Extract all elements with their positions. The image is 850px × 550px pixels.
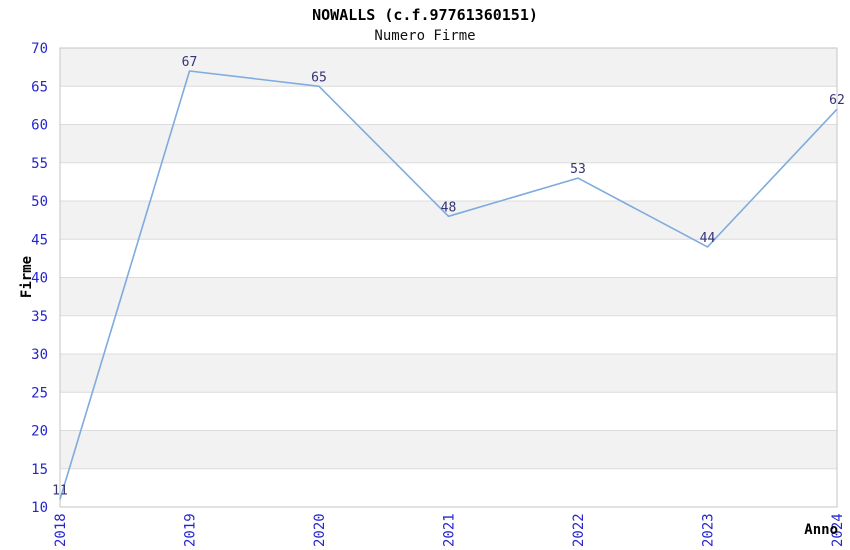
plot-border bbox=[59, 47, 838, 508]
plot-band bbox=[60, 430, 837, 469]
y-axis-title: Firme bbox=[19, 255, 35, 299]
chart-subtitle: Numero Firme bbox=[374, 28, 476, 44]
x-tick-label: 2022 bbox=[571, 513, 587, 547]
line-series-group bbox=[59, 70, 838, 500]
y-tick-label: 35 bbox=[31, 309, 48, 325]
plot-border-group bbox=[59, 47, 838, 508]
plot-band bbox=[60, 201, 837, 240]
x-tick-label: 2020 bbox=[312, 513, 328, 547]
x-tick-label: 2019 bbox=[183, 513, 199, 547]
x-tick-label: 2023 bbox=[701, 513, 717, 547]
plot-band bbox=[60, 162, 837, 201]
point-label: 62 bbox=[829, 93, 845, 108]
point-label: 67 bbox=[182, 55, 198, 70]
point-label: 65 bbox=[311, 70, 327, 85]
y-tick-label: 40 bbox=[31, 271, 48, 287]
x-axis-title: Anno bbox=[804, 522, 838, 538]
plot-band bbox=[60, 124, 837, 163]
x-tick-label: 2018 bbox=[53, 513, 69, 547]
band-group bbox=[60, 48, 837, 507]
plot-band bbox=[60, 315, 837, 354]
y-tick-label: 25 bbox=[31, 385, 48, 401]
plot-band bbox=[60, 468, 837, 507]
x-tick-label: 2021 bbox=[442, 513, 458, 547]
plot-band bbox=[60, 277, 837, 316]
y-tick-label: 60 bbox=[31, 118, 48, 134]
plot-band bbox=[60, 392, 837, 431]
y-tick-label: 30 bbox=[31, 347, 48, 363]
plot-band bbox=[60, 48, 837, 87]
line-series bbox=[59, 70, 838, 500]
y-tick-label: 10 bbox=[31, 500, 48, 516]
plot-band bbox=[60, 86, 837, 125]
chart-title: NOWALLS (c.f.97761360151) bbox=[312, 6, 538, 24]
point-label: 53 bbox=[570, 162, 586, 177]
y-tick-label: 20 bbox=[31, 424, 48, 440]
y-tick-label: 55 bbox=[31, 156, 48, 172]
y-tick-label: 65 bbox=[31, 79, 48, 95]
point-label-group: 11 67 65 48 53 44 62 bbox=[52, 55, 845, 498]
y-tick-label: 15 bbox=[31, 462, 48, 478]
y-tick-label: 50 bbox=[31, 194, 48, 210]
plot-band bbox=[60, 354, 837, 393]
point-label: 44 bbox=[700, 231, 716, 246]
y-tick-label-group: 10 15 20 25 30 35 40 45 50 55 60 65 70 bbox=[31, 41, 48, 516]
plot-band bbox=[60, 239, 837, 278]
point-label: 11 bbox=[52, 483, 68, 498]
gridline-group bbox=[60, 85, 837, 470]
x-tick-label: 2024 bbox=[830, 513, 846, 547]
y-tick-label: 45 bbox=[31, 232, 48, 248]
point-label: 48 bbox=[441, 200, 457, 215]
x-tick-label-group: 2018 2019 2020 2021 2022 2023 2024 bbox=[53, 513, 846, 547]
y-tick-label: 70 bbox=[31, 41, 48, 57]
